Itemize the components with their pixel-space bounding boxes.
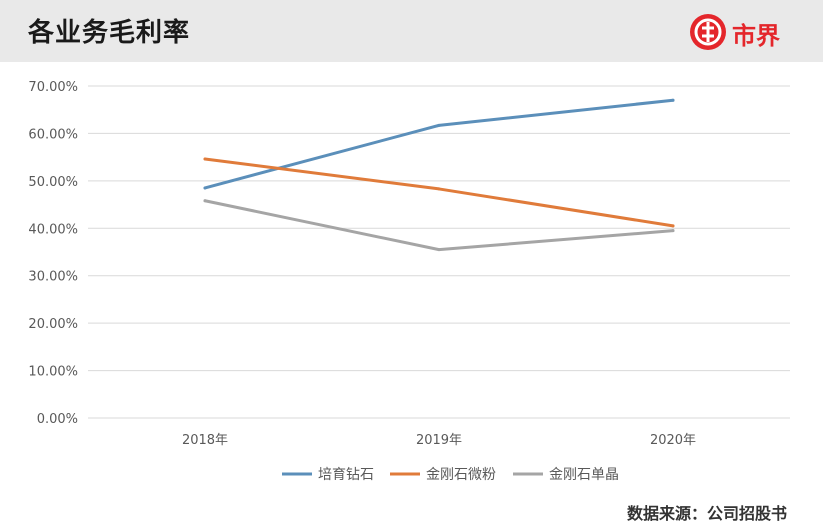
series-line-1 [203, 98, 675, 190]
data-source: 数据来源：公司招股书 [626, 504, 787, 523]
series-line-3 [203, 199, 675, 252]
chart-svg: 0.00% 10.00% 20.00% 30.00% 40.00% 50.00% 60.00… [28, 80, 790, 483]
brand-logo-text: 市界 [732, 22, 780, 50]
y-tick-label: 0.00% [37, 412, 78, 427]
legend-label-2: 金刚石微粉 [426, 467, 496, 483]
y-tick-label: 40.00% [28, 222, 78, 237]
y-tick-label: 10.00% [28, 365, 78, 380]
brand-logo-icon [690, 14, 726, 50]
data-point [203, 186, 207, 190]
y-tick-label: 60.00% [28, 127, 78, 142]
data-point [437, 123, 441, 127]
data-point [671, 98, 675, 102]
chart-title: 各业务毛利率 [28, 18, 191, 48]
data-point [437, 248, 441, 252]
x-tick-label: 2020年 [650, 433, 696, 448]
x-tick-label: 2019年 [416, 433, 462, 448]
data-point [437, 187, 441, 191]
legend-label-3: 金刚石单晶 [549, 467, 619, 483]
data-point [203, 199, 207, 203]
data-point [671, 229, 675, 233]
header-bar: 各业务毛利率 市界 [0, 0, 823, 62]
brand-logo: 市界 [690, 14, 800, 54]
data-point [203, 157, 207, 161]
line-chart: 0.00% 10.00% 20.00% 30.00% 40.00% 50.00% 60.00… [0, 62, 823, 502]
y-tick-label: 20.00% [28, 317, 78, 332]
data-point [671, 224, 675, 228]
y-tick-label: 50.00% [28, 175, 78, 190]
y-tick-label: 70.00% [28, 80, 78, 95]
x-tick-label: 2018年 [182, 433, 228, 448]
legend-label-1: 培育钻石 [318, 467, 374, 483]
y-tick-label: 30.00% [28, 270, 78, 285]
